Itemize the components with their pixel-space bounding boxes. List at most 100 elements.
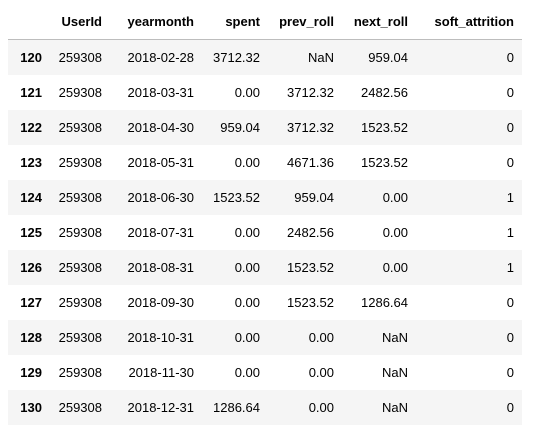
row-index: 125 (20, 225, 42, 240)
row-index: 130 (20, 400, 42, 415)
table-row: 125 259308 2018-07-31 0.00 2482.56 0.00 1 (8, 215, 522, 250)
table-row: 126 259308 2018-08-31 0.00 1523.52 0.00 1 (8, 250, 522, 285)
cell-prev-roll: 2482.56 (287, 225, 334, 240)
cell-spent: 0.00 (234, 260, 260, 275)
cell-yearmonth: 2018-07-31 (127, 225, 195, 240)
row-index: 122 (20, 120, 42, 135)
cell-soft-attrition: 0 (506, 50, 514, 65)
cell-userid: 259308 (58, 330, 102, 345)
cell-next-roll: 1523.52 (361, 155, 408, 170)
cell-soft-attrition: 0 (506, 120, 514, 135)
cell-soft-attrition: 0 (506, 400, 514, 415)
dataframe-table: UserId yearmonth spent prev_roll next_ro… (8, 4, 522, 425)
table-row: 122 259308 2018-04-30 959.04 3712.32 1523.52 0 (8, 110, 522, 145)
table-row: 120 259308 2018-02-28 3712.32 NaN 959.04 0 (8, 39, 522, 75)
cell-spent: 0.00 (234, 225, 260, 240)
table-row: 129 259308 2018-11-30 0.00 0.00 NaN 0 (8, 355, 522, 390)
column-header-next-roll: next_roll (342, 4, 416, 40)
cell-next-roll: 1286.64 (361, 295, 408, 310)
table-body: 120 259308 2018-02-28 3712.32 NaN 959.04 0 121 2… (8, 39, 522, 425)
row-index: 120 (20, 50, 42, 65)
header-row: UserId yearmonth spent prev_roll next_ro… (8, 4, 522, 40)
cell-spent: 0.00 (234, 85, 260, 100)
cell-prev-roll: 3712.32 (287, 120, 334, 135)
cell-next-roll: 1523.52 (361, 120, 408, 135)
cell-next-roll: 0.00 (382, 225, 408, 240)
row-index: 124 (20, 190, 42, 205)
cell-userid: 259308 (58, 50, 102, 65)
cell-prev-roll: 959.04 (294, 190, 334, 205)
cell-yearmonth: 2018-04-30 (127, 120, 195, 135)
cell-prev-roll: 0.00 (308, 365, 334, 380)
cell-prev-roll: 0.00 (308, 330, 334, 345)
table-row: 128 259308 2018-10-31 0.00 0.00 NaN 0 (8, 320, 522, 355)
cell-spent: 0.00 (234, 155, 260, 170)
cell-userid: 259308 (58, 85, 102, 100)
cell-soft-attrition: 1 (506, 225, 514, 240)
cell-yearmonth: 2018-09-30 (127, 295, 195, 310)
cell-spent: 959.04 (220, 120, 260, 135)
row-index: 127 (20, 295, 42, 310)
row-index: 128 (20, 330, 42, 345)
cell-yearmonth: 2018-10-31 (127, 330, 195, 345)
row-index: 129 (20, 365, 42, 380)
cell-prev-roll: NaN (307, 50, 334, 65)
cell-next-roll: 0.00 (382, 260, 408, 275)
cell-yearmonth: 2018-06-30 (127, 190, 195, 205)
column-header-userid: UserId (50, 4, 110, 40)
cell-next-roll: 2482.56 (361, 85, 408, 100)
row-index: 126 (20, 260, 42, 275)
cell-soft-attrition: 1 (506, 190, 514, 205)
cell-userid: 259308 (58, 155, 102, 170)
cell-next-roll: NaN (381, 365, 408, 380)
cell-userid: 259308 (58, 400, 102, 415)
cell-yearmonth: 2018-11-30 (128, 365, 194, 380)
cell-yearmonth: 2018-03-31 (127, 85, 195, 100)
cell-spent: 1286.64 (213, 400, 260, 415)
cell-soft-attrition: 0 (506, 85, 514, 100)
table-row: 121 259308 2018-03-31 0.00 3712.32 2482.56 0 (8, 75, 522, 110)
table-header: UserId yearmonth spent prev_roll next_ro… (8, 4, 522, 40)
cell-yearmonth: 2018-05-31 (127, 155, 195, 170)
cell-userid: 259308 (58, 225, 102, 240)
cell-userid: 259308 (58, 295, 102, 310)
cell-soft-attrition: 0 (506, 330, 514, 345)
cell-soft-attrition: 0 (506, 155, 514, 170)
cell-soft-attrition: 0 (506, 365, 514, 380)
cell-next-roll: 959.04 (368, 50, 408, 65)
cell-yearmonth: 2018-02-28 (127, 50, 195, 65)
cell-next-roll: NaN (381, 400, 408, 415)
cell-yearmonth: 2018-12-31 (127, 400, 195, 415)
column-header-index (8, 4, 50, 40)
cell-spent: 1523.52 (213, 190, 260, 205)
cell-soft-attrition: 0 (506, 295, 514, 310)
cell-soft-attrition: 1 (506, 260, 514, 275)
cell-spent: 3712.32 (213, 50, 260, 65)
table-row: 124 259308 2018-06-30 1523.52 959.04 0.00 1 (8, 180, 522, 215)
cell-userid: 259308 (58, 120, 102, 135)
cell-prev-roll: 1523.52 (287, 260, 334, 275)
cell-prev-roll: 1523.52 (287, 295, 334, 310)
cell-prev-roll: 3712.32 (287, 85, 334, 100)
column-header-prev-roll: prev_roll (268, 4, 342, 40)
cell-userid: 259308 (58, 260, 102, 275)
cell-spent: 0.00 (234, 330, 260, 345)
row-index: 121 (20, 85, 42, 100)
table-row: 123 259308 2018-05-31 0.00 4671.36 1523.52 0 (8, 145, 522, 180)
cell-next-roll: 0.00 (382, 190, 408, 205)
cell-prev-roll: 0.00 (308, 400, 334, 415)
cell-userid: 259308 (58, 190, 102, 205)
column-header-yearmonth: yearmonth (110, 4, 202, 40)
column-header-soft-attrition: soft_attrition (416, 4, 522, 40)
cell-spent: 0.00 (234, 295, 260, 310)
cell-prev-roll: 4671.36 (287, 155, 334, 170)
table-row: 127 259308 2018-09-30 0.00 1523.52 1286.64 0 (8, 285, 522, 320)
table-row: 130 259308 2018-12-31 1286.64 0.00 NaN 0 (8, 390, 522, 425)
column-header-spent: spent (202, 4, 268, 40)
cell-yearmonth: 2018-08-31 (127, 260, 195, 275)
cell-userid: 259308 (58, 365, 102, 380)
row-index: 123 (20, 155, 42, 170)
cell-next-roll: NaN (381, 330, 408, 345)
cell-spent: 0.00 (234, 365, 260, 380)
